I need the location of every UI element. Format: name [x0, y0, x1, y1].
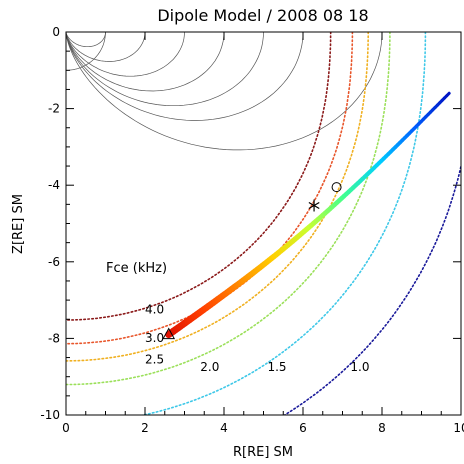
x-axis-label: R[RE] SM [233, 445, 293, 460]
plot-frame [65, 31, 462, 416]
fce-label-4.0: 4.0 [145, 303, 164, 317]
fce-contour-4.0 [66, 32, 332, 321]
field-lines [66, 32, 383, 151]
field-line-L4 [66, 32, 225, 92]
fce-label-3.0: 3.0 [145, 331, 164, 345]
fce-contour-1.0 [283, 162, 461, 415]
asterisk-marker [308, 199, 320, 212]
y-tick-label: 0 [52, 25, 60, 39]
fce-label-2.5: 2.5 [145, 352, 164, 366]
y-tick-label: -6 [48, 255, 60, 269]
triangle-marker [162, 327, 176, 340]
y-tick-label: -8 [48, 331, 60, 345]
circle-marker [331, 182, 342, 193]
x-tick-label: 0 [62, 421, 70, 435]
x-tick-label: 2 [141, 421, 149, 435]
fce-contours [66, 32, 461, 415]
field-line-L6 [66, 32, 304, 121]
y-axis-label: Z[RE] SM [11, 194, 26, 254]
plot-area: 0 2 4 6 8 10 0 -2 -4 -6 -8 -10 [40, 25, 464, 435]
fce-labels: 4.0 3.0 2.5 2.0 1.5 1.0 [145, 303, 369, 374]
fce-contour-2.0 [66, 32, 391, 386]
fce-label-1.5: 1.5 [267, 360, 286, 374]
y-tick-label: -10 [40, 408, 60, 422]
x-tick-label: 4 [220, 421, 228, 435]
fce-contour-1.5 [139, 32, 427, 415]
axis-ticks: 0 2 4 6 8 10 0 -2 -4 -6 -8 -10 [40, 25, 464, 435]
chart-title: Dipole Model / 2008 08 18 [157, 6, 368, 25]
x-tick-label: 6 [299, 421, 307, 435]
x-tick-label: 8 [378, 421, 386, 435]
fce-contour-3.0 [66, 32, 354, 345]
x-tick-label: 10 [453, 421, 464, 435]
fce-label-2.0: 2.0 [200, 360, 219, 374]
y-tick-label: -4 [48, 178, 60, 192]
field-line-L8 [66, 32, 383, 151]
field-line-L3 [66, 32, 185, 77]
trajectory-track [165, 91, 451, 339]
field-line-L5 [66, 32, 264, 107]
fce-label-1.0: 1.0 [350, 360, 369, 374]
y-tick-label: -2 [48, 102, 60, 116]
fce-legend-title: Fce (kHz) [106, 261, 167, 276]
fce-contour-2.5 [66, 32, 369, 362]
trajectory-segment [445, 91, 451, 98]
earth-outline [66, 32, 106, 71]
markers [162, 182, 342, 340]
